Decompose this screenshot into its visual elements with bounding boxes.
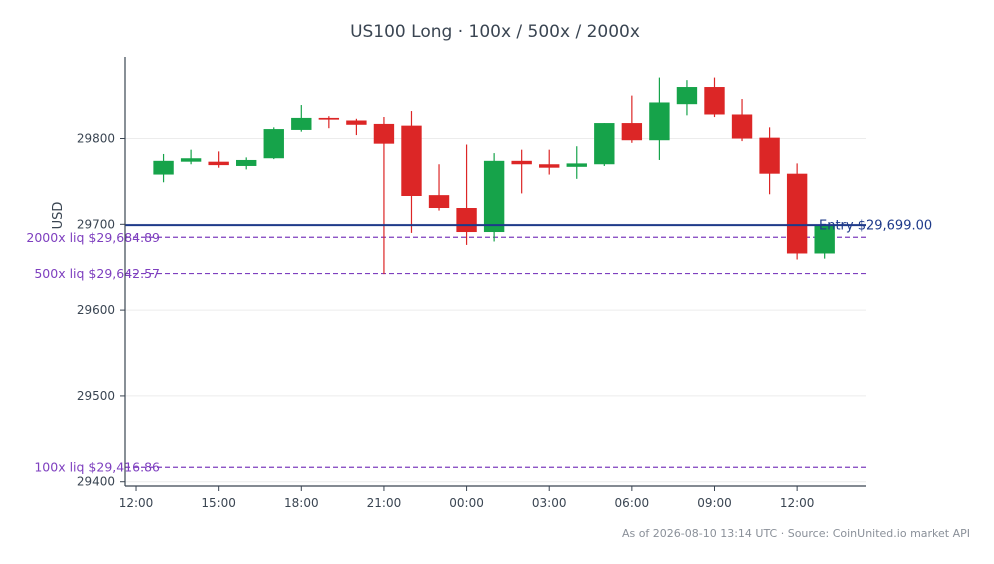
liquidation-label: 100x liq $29,416.86 [34, 460, 160, 475]
candle-body [483, 160, 505, 233]
y-tick-label: 29600 [77, 303, 115, 317]
candle-body [786, 173, 808, 254]
candle [759, 127, 780, 195]
x-tick-label: 03:00 [532, 496, 567, 510]
candle-body [649, 102, 670, 141]
candle-body [263, 129, 284, 159]
candle [511, 149, 532, 194]
candle-body [346, 120, 367, 125]
x-tick-label: 00:00 [449, 496, 484, 510]
candle-body [676, 87, 698, 105]
x-tick-label: 21:00 [367, 496, 402, 510]
candle-body [594, 123, 615, 165]
x-tick-labels: 12:00 15:00 18:00 21:00 00:00 03:00 06:00 09:00… [119, 496, 815, 510]
source-footer: As of 2026-08-10 13:14 UTC · Source: Coi… [622, 527, 970, 540]
candle-body [291, 117, 312, 130]
candle-body [208, 161, 229, 166]
candle [731, 99, 753, 142]
y-tick-labels: 29400 29500 29600 29700 29800 [77, 132, 115, 489]
x-tick-label: 06:00 [615, 496, 650, 510]
candle [236, 157, 257, 170]
x-tick-label: 12:00 [780, 496, 815, 510]
candle [263, 127, 284, 160]
candle [318, 116, 340, 129]
candle-body [373, 123, 395, 144]
candle [153, 153, 174, 183]
candle [428, 164, 450, 211]
candle [814, 224, 835, 259]
candle-body [428, 195, 450, 209]
candle [621, 95, 643, 143]
y-tick-label: 29500 [77, 389, 115, 403]
x-tick-label: 09:00 [697, 496, 732, 510]
candle [786, 163, 808, 260]
candle [539, 149, 560, 175]
candle [456, 144, 477, 245]
candle-body [236, 159, 257, 166]
candle [180, 149, 202, 165]
candle [676, 80, 698, 116]
y-tick-label: 29700 [77, 217, 115, 231]
liquidation-label: 2000x liq $29,684.89 [26, 230, 160, 245]
x-tick-label: 15:00 [201, 496, 236, 510]
entry-label: Entry $29,699.00 [819, 219, 932, 234]
candle-body [511, 160, 532, 165]
entry-line-group: Entry $29,699.00 [125, 219, 932, 234]
candle [566, 146, 587, 179]
chart-title: US100 Long · 100x / 500x / 2000x [350, 22, 640, 42]
candle-body [153, 160, 174, 175]
candle [346, 118, 367, 136]
candle-body [180, 158, 202, 162]
candle [649, 77, 670, 160]
x-tick-label: 12:00 [119, 496, 154, 510]
liquidation-label: 500x liq $29,642.57 [34, 266, 160, 281]
y-tick-label: 29800 [77, 132, 115, 146]
candle-body [539, 164, 560, 168]
candle [483, 153, 505, 242]
candle [208, 151, 229, 168]
candle [704, 77, 725, 118]
candle-body [704, 87, 725, 115]
candle-body [566, 163, 587, 167]
candle-body [621, 123, 643, 141]
candle-body [731, 114, 753, 139]
axes [120, 57, 866, 491]
candle-body [318, 117, 340, 120]
candle [291, 105, 312, 132]
candle [594, 123, 615, 166]
y-axis-label: USD [51, 202, 66, 230]
candle [401, 111, 422, 233]
candle [373, 117, 395, 275]
candle-body [456, 208, 477, 233]
liquidation-lines: 2000x liq $29,684.89 500x liq $29,642.57 1… [26, 230, 866, 475]
y-tick-label: 29400 [77, 475, 115, 489]
candle-body [401, 125, 422, 196]
candles [153, 77, 835, 275]
candle-body [759, 137, 780, 174]
candle-body [814, 225, 835, 254]
x-tick-label: 18:00 [284, 496, 319, 510]
